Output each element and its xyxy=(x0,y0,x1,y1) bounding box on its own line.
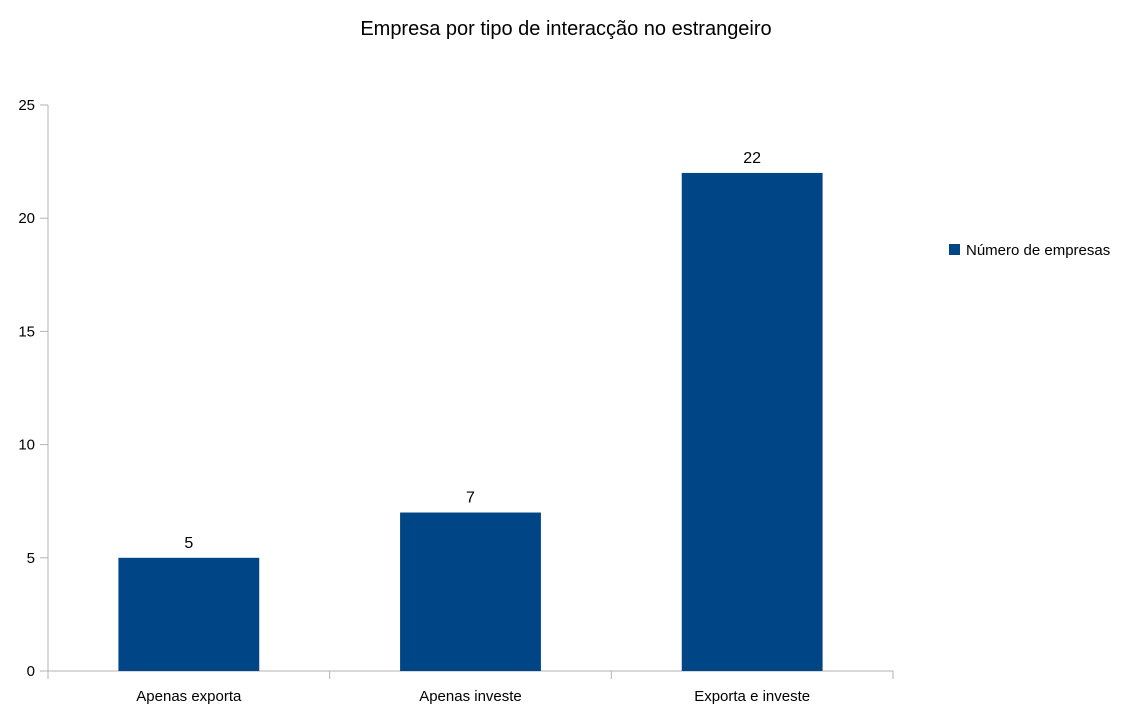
chart-title: Empresa por tipo de interacção no estran… xyxy=(360,18,771,40)
bar-value-label: 22 xyxy=(743,150,761,167)
y-tick-label: 10 xyxy=(18,437,35,454)
y-tick-label: 15 xyxy=(18,323,35,340)
bar-value-label: 5 xyxy=(184,535,193,552)
bar xyxy=(400,512,541,671)
data-labels: 5 7 22 xyxy=(184,150,761,552)
legend-swatch xyxy=(949,244,960,255)
x-tick-label: Apenas investe xyxy=(419,688,522,705)
y-tick-label: 0 xyxy=(27,663,35,680)
bars xyxy=(118,172,823,672)
y-tick-label: 25 xyxy=(18,97,35,114)
y-tick-label: 20 xyxy=(18,210,35,227)
bar xyxy=(118,557,260,671)
bar xyxy=(681,172,823,672)
axes: 0 5 10 15 20 25 Apenas exporta Apenas investe Ex… xyxy=(18,97,894,705)
x-tick-label: Exporta e investe xyxy=(694,688,810,705)
x-tick-label: Apenas exporta xyxy=(136,688,242,705)
legend-label: Número de empresas xyxy=(966,242,1110,259)
legend: Número de empresas xyxy=(949,242,1110,259)
bar-value-label: 7 xyxy=(466,490,475,507)
y-tick-label: 5 xyxy=(27,550,35,567)
